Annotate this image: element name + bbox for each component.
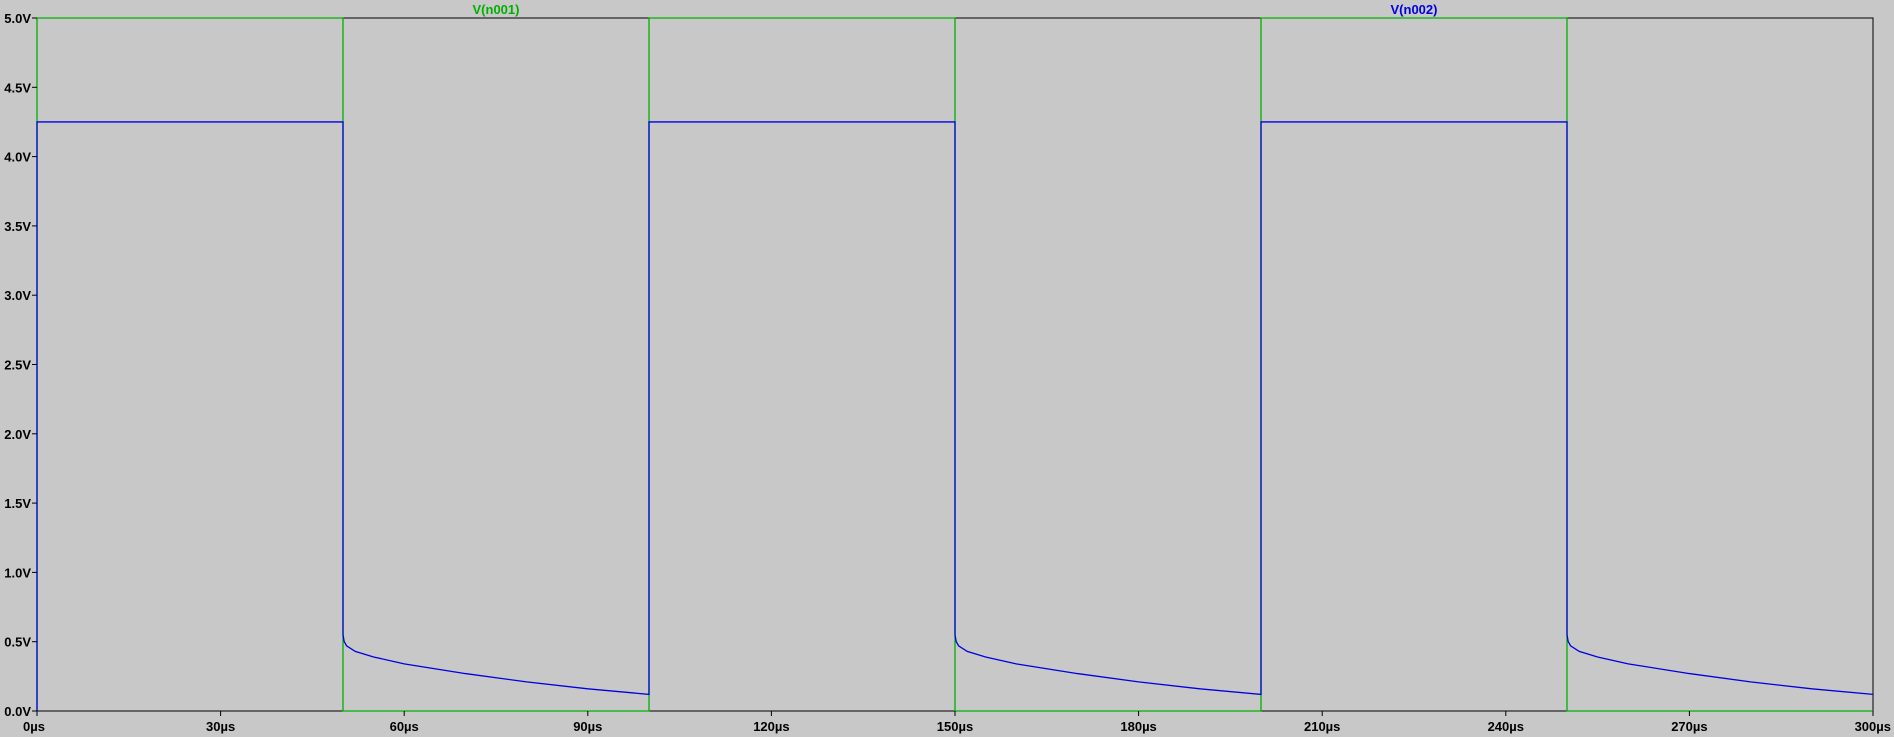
x-tick-label: 300µs [1855,719,1891,734]
y-tick-label: 5.0V [4,11,31,26]
x-tick-label: 120µs [753,719,789,734]
y-tick-label: 1.0V [4,565,31,580]
series-layer [36,17,1874,712]
x-tick-label: 60µs [390,719,419,734]
legend-label-2: V(n002) [1391,2,1438,17]
x-tick-label: 0µs [23,719,45,734]
y-axis: 0.0V 0.5V 1.0V 1.5V 2.0V 2.5V 3.0V 3.5V 4.0V 4.5V… [4,11,37,719]
x-tick-label: 240µs [1488,719,1524,734]
x-axis: 0µs 30µs 60µs 90µs 120µs 150µs 180µs 210µs 240µs… [23,711,1891,734]
y-tick-label: 4.5V [4,80,31,95]
x-tick-label: 30µs [206,719,235,734]
x-tick-label: 270µs [1671,719,1707,734]
y-tick-label: 2.0V [4,427,31,442]
y-tick-label: 2.5V [4,358,31,373]
legend-label-1: V(n001) [473,2,520,17]
x-tick-label: 180µs [1120,719,1156,734]
x-tick-label: 150µs [937,719,973,734]
y-tick-label: 0.0V [4,704,31,719]
y-tick-label: 0.5V [4,635,31,650]
series-line-1 [36,17,1873,712]
x-tick-label: 90µs [573,719,602,734]
x-tick-label: 210µs [1304,719,1340,734]
y-tick-label: 4.0V [4,150,31,165]
legend: V(n001) V(n002) [473,2,1438,17]
y-tick-label: 3.5V [4,219,31,234]
series-line-2 [36,121,1874,711]
y-tick-label: 1.5V [4,496,31,511]
y-tick-label: 3.0V [4,288,31,303]
